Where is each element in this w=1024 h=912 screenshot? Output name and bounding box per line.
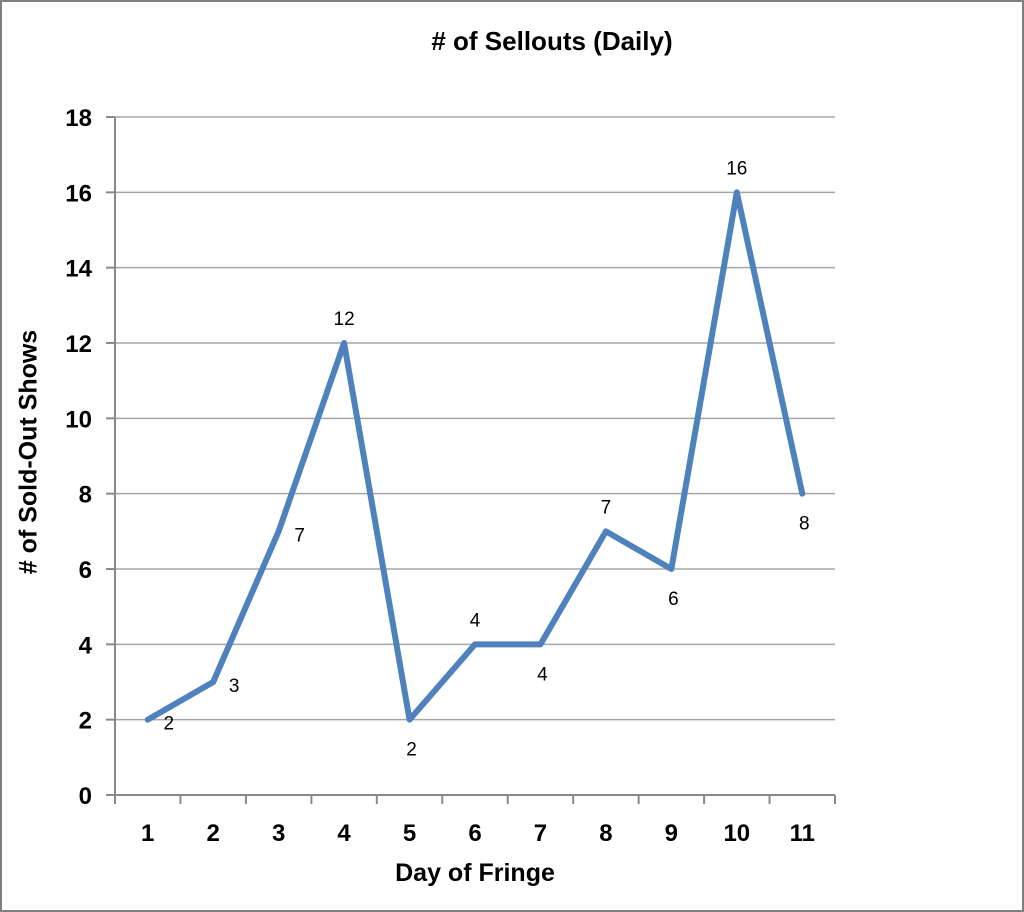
y-tick-label: 10 [65,406,92,433]
chart-title: # of Sellouts (Daily) [431,26,673,56]
x-tick-label: 1 [141,820,154,847]
y-tick-label: 12 [65,331,92,358]
x-tick-label: 4 [337,820,351,847]
data-label: 3 [229,676,240,697]
x-axis-title: Day of Fringe [395,859,555,887]
y-tick-label: 6 [79,557,92,584]
y-tick-label: 14 [65,256,92,283]
x-tick-label: 3 [272,820,285,847]
data-label: 12 [334,309,355,330]
y-tick-label: 2 [79,708,92,735]
series-line [144,189,806,723]
y-tick-label: 4 [79,632,93,659]
x-tick-label: 5 [403,820,416,847]
data-label: 2 [406,740,417,761]
y-tick-label: 0 [79,783,92,810]
x-tick-label: 11 [790,820,815,847]
data-label: 16 [726,158,747,179]
x-tick-label: 7 [534,820,547,847]
y-axis-title: # of Sold-Out Shows [14,329,43,575]
data-label: 7 [601,497,612,518]
data-label: 2 [163,714,174,735]
y-tick-label: 16 [65,180,92,207]
data-label: 4 [537,664,548,685]
x-tick-label: 9 [665,820,678,847]
y-tick-label: 18 [65,105,92,132]
x-tick-label: 10 [723,820,750,847]
x-tick-label: 6 [468,820,481,847]
y-tick-label: 8 [79,482,92,509]
data-label: 7 [294,525,305,546]
data-label: 4 [470,610,481,631]
x-tick-label: 2 [207,820,220,847]
data-label: 6 [668,589,679,610]
data-label: 8 [799,514,810,535]
x-tick-label: 8 [599,820,612,847]
